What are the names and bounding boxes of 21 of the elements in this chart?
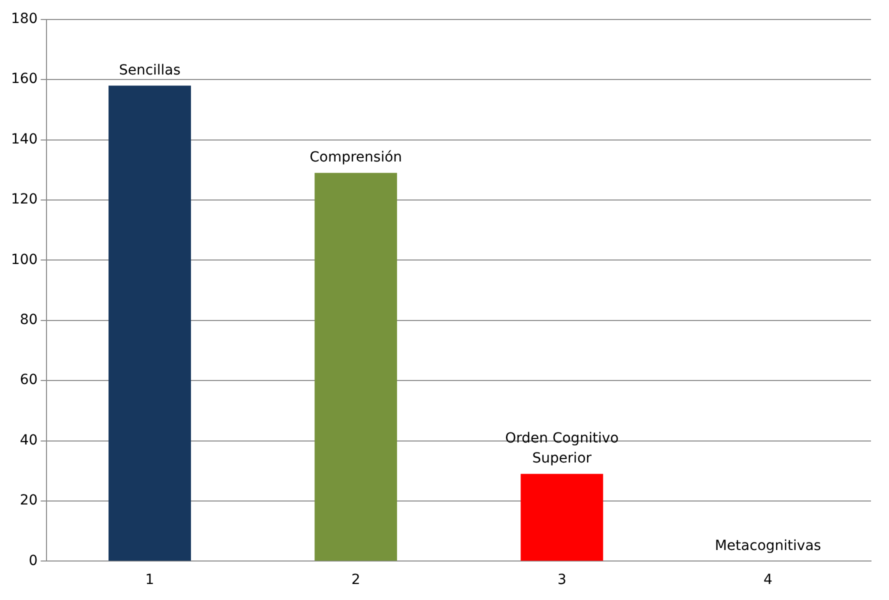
bar xyxy=(314,172,398,561)
x-tick-label: 4 xyxy=(764,572,773,588)
y-tick-label: 60 xyxy=(20,372,38,388)
y-tick-label: 160 xyxy=(10,71,38,88)
annotation: Sencillas xyxy=(118,62,181,78)
y-tick-label: 80 xyxy=(20,312,38,328)
annotation: Comprensión xyxy=(310,150,402,166)
bar xyxy=(108,86,191,561)
annotation: Metacognitivas xyxy=(714,538,822,554)
y-tick-label: 0 xyxy=(28,552,38,569)
annotation: Orden Cognitivo Superior xyxy=(505,430,619,467)
x-tick-label: 2 xyxy=(351,572,360,588)
y-tick-label: 140 xyxy=(10,131,38,148)
y-tick-label: 120 xyxy=(10,192,38,208)
y-tick-label: 100 xyxy=(10,252,38,268)
y-tick-label: 20 xyxy=(20,492,38,509)
bar xyxy=(520,474,604,561)
y-tick-label: 180 xyxy=(10,11,38,28)
y-tick-label: 40 xyxy=(20,432,38,448)
x-tick-label: 1 xyxy=(145,572,154,588)
x-tick-label: 3 xyxy=(557,572,566,588)
